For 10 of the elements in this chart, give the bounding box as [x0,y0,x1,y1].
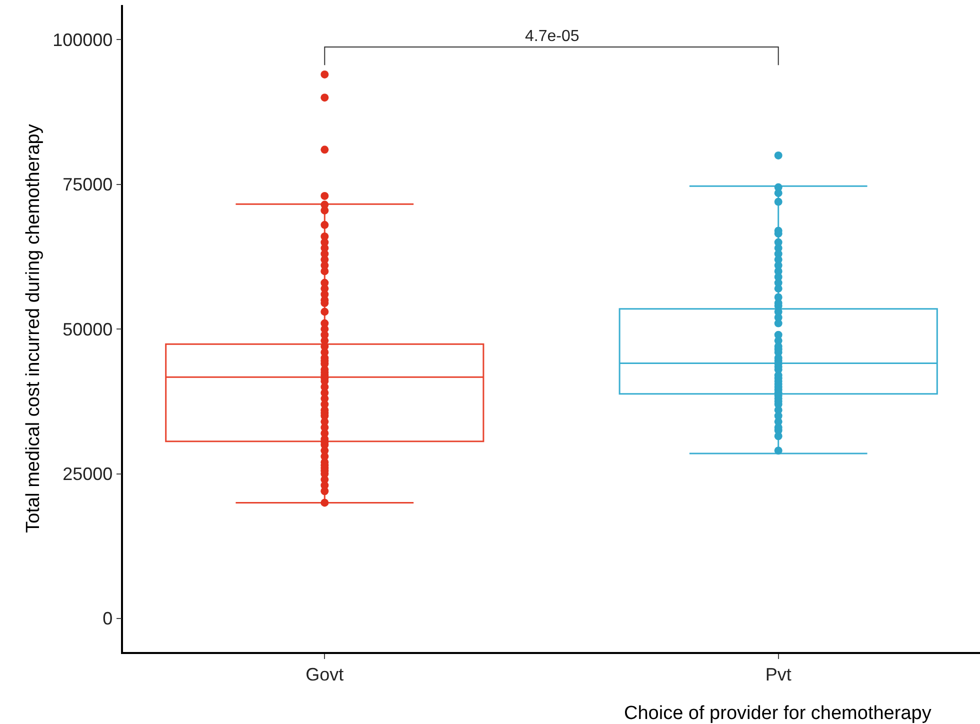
y-tick-label: 25000 [62,464,113,484]
y-tick-label: 0 [102,608,113,629]
y-axis-title: Total medical cost incurred during chemotherapy [22,124,44,533]
y-tick-label: 50000 [62,319,113,340]
annotation: 4.7e-05 [525,28,580,45]
x-tick-label: Pvt [765,664,792,684]
x-tick-label: Govt [306,664,344,684]
y-tick-label: 100000 [52,30,113,50]
x-axis-title: Choice of provider for chemotherapy [624,703,932,724]
y-tick-label: 75000 [62,174,113,195]
